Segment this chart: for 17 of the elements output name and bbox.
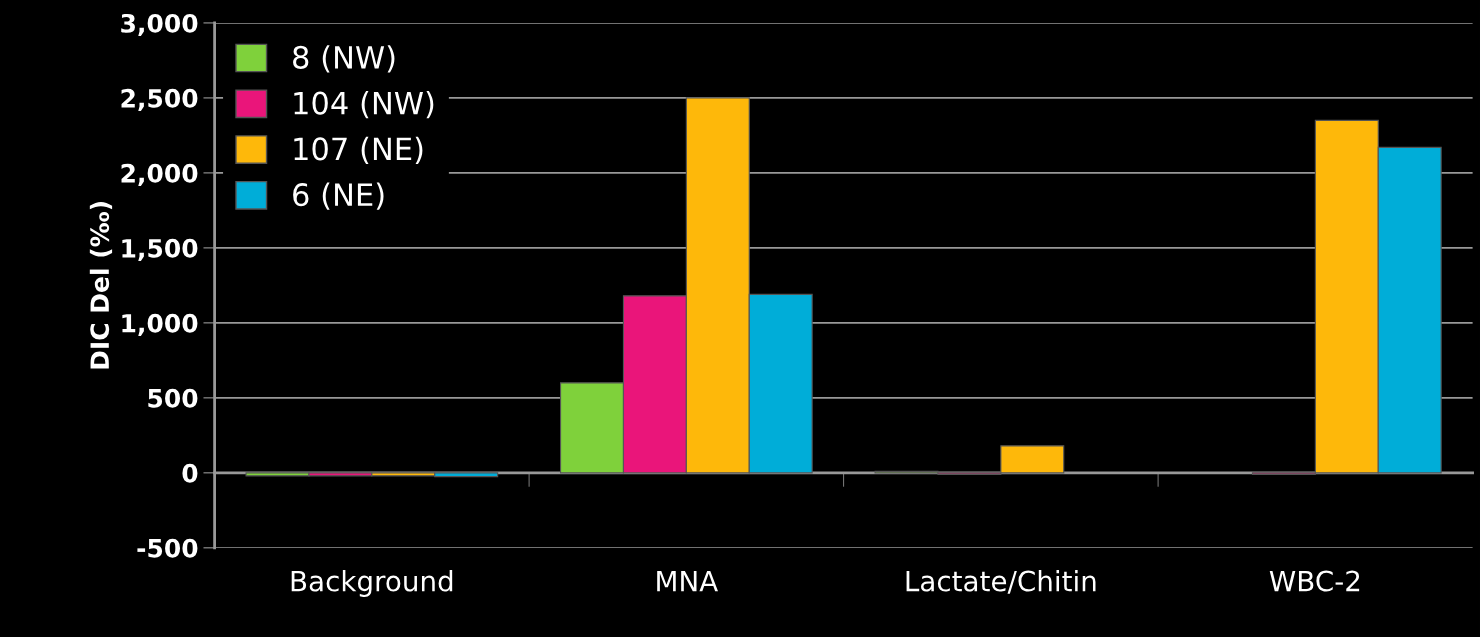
- y-tick-label: 500: [148, 388, 198, 408]
- y-tick-label: 1,000: [122, 313, 198, 336]
- y-tick-label: 2,000: [121, 163, 198, 186]
- legend-label: 8 (NW): [293, 45, 395, 73]
- y-tick-label: -500: [137, 538, 198, 558]
- x-tick-label: Background: [291, 570, 453, 597]
- legend-label: 6 (NE): [293, 182, 384, 210]
- x-tick-label: WBC-2: [1269, 570, 1360, 592]
- y-tick-label: 1,500: [122, 238, 198, 261]
- y-axis-title: DIC Del (‰): [89, 202, 113, 369]
- x-tick-label: Lactate/Chitin: [906, 570, 1096, 594]
- y-tick-label: 0: [182, 463, 198, 483]
- legend-label: 107 (NE): [294, 136, 423, 165]
- x-tick-label: MNA: [657, 570, 718, 592]
- y-tick-label: 3,000: [121, 13, 198, 36]
- legend-label: 104 (NW): [294, 91, 434, 119]
- y-tick-label: 2,500: [121, 88, 198, 111]
